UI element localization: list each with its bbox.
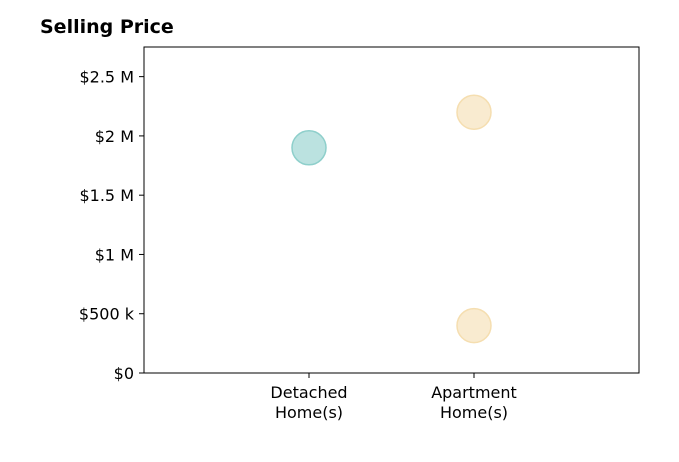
y-tick-label: $0 [114, 364, 134, 383]
x-tick-label: Apartment Home(s) [431, 383, 517, 422]
y-tick-label: $2.5 M [79, 68, 134, 87]
y-tick-label: $2 M [95, 127, 134, 146]
data-point [291, 130, 327, 166]
data-point [456, 94, 492, 130]
y-tick-label: $1.5 M [79, 186, 134, 205]
chart-title: Selling Price [40, 16, 174, 38]
x-axis: Detached Home(s) Apartment Home(s) [270, 373, 517, 422]
y-axis: $0 $500 k $1 M $1.5 M $2 M $2.5 M [79, 68, 144, 383]
plot-area-frame [143, 46, 640, 374]
y-tick-label: $1 M [95, 245, 134, 264]
data-points [291, 94, 492, 344]
x-tick-label: Detached Home(s) [270, 383, 347, 422]
data-point [456, 307, 492, 344]
y-tick-label: $500 k [79, 305, 135, 324]
